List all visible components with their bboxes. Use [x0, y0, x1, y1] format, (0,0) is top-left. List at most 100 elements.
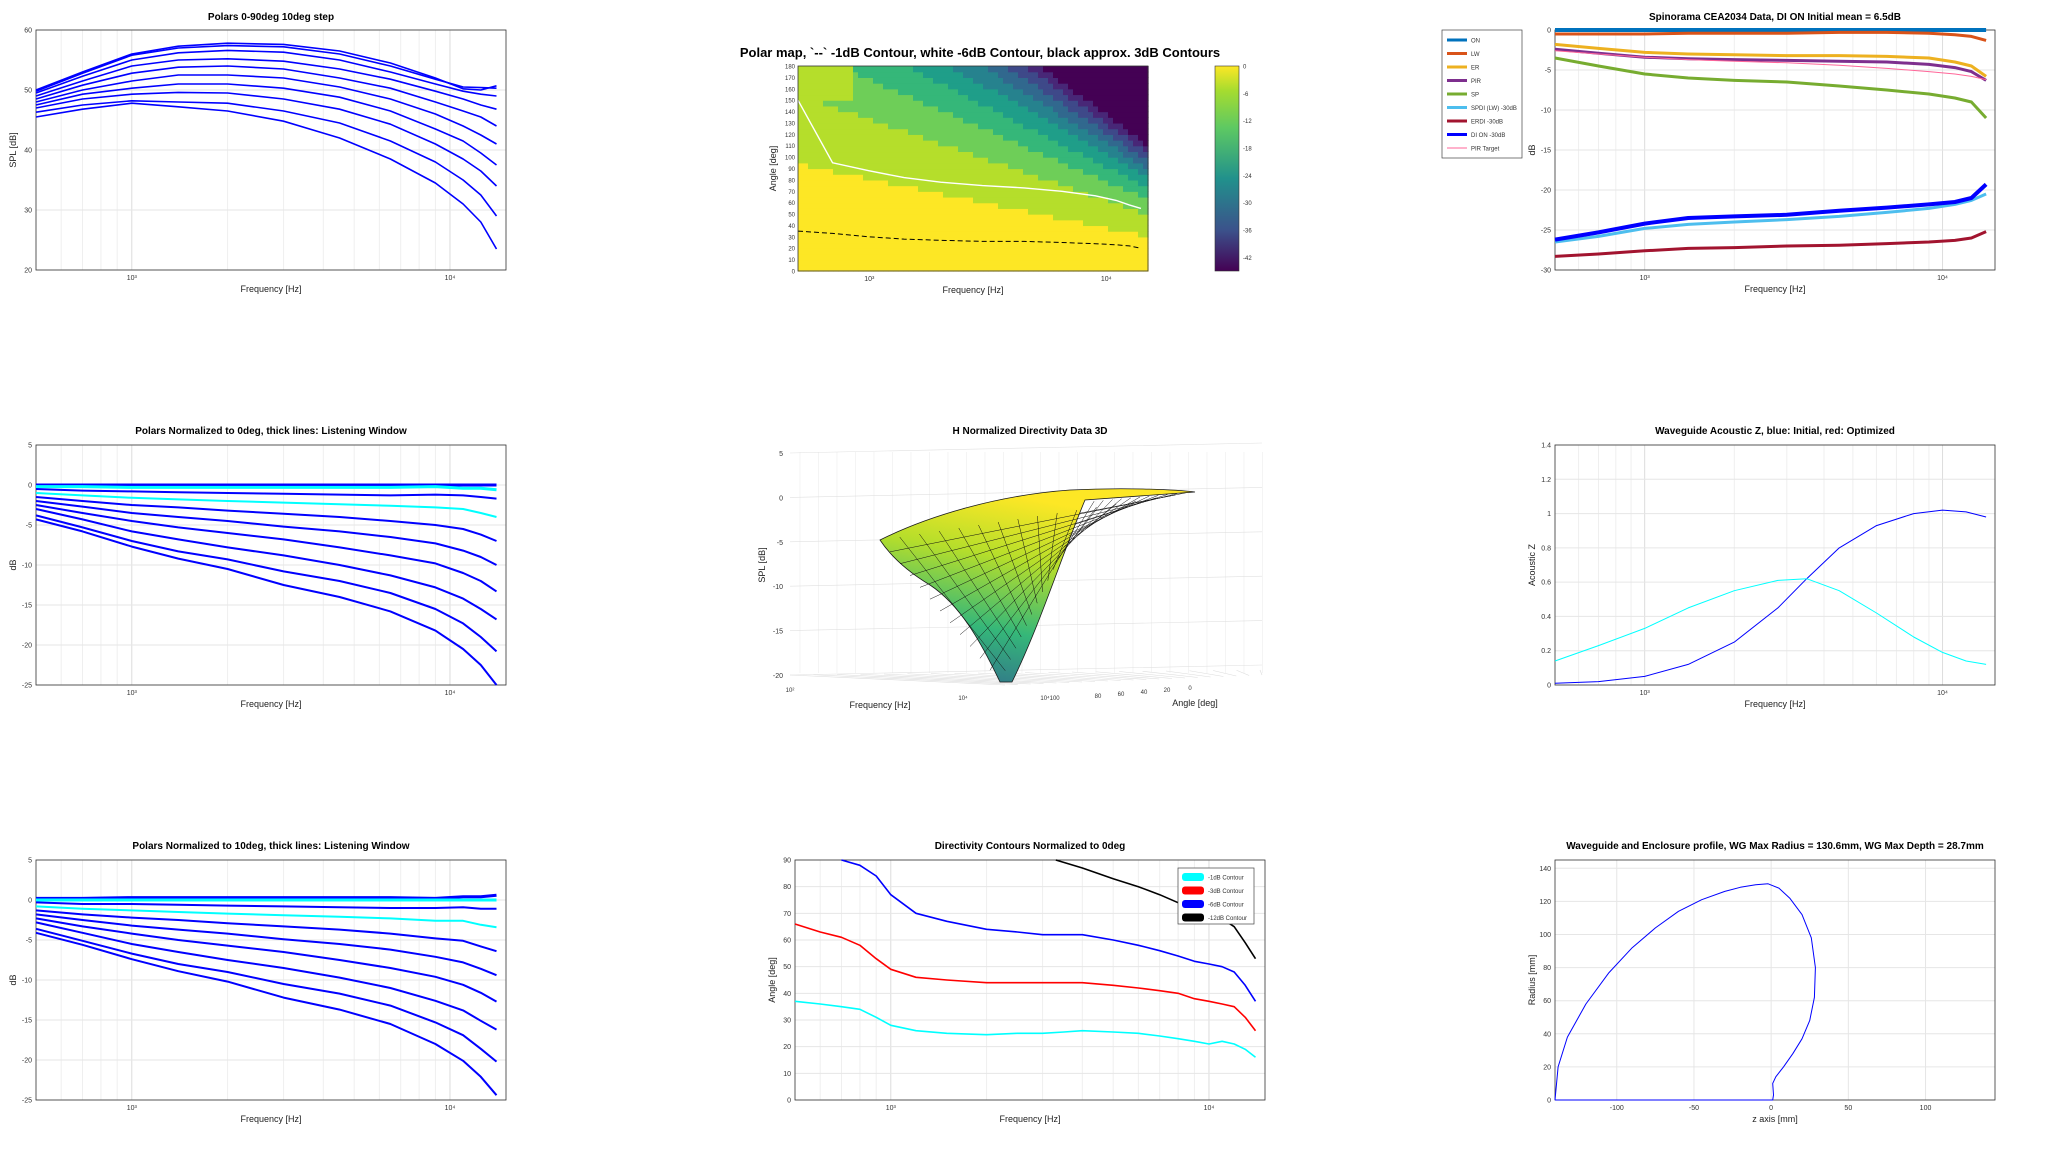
- y-tick-label: -25: [22, 683, 32, 690]
- heatmap-cell: [928, 214, 934, 221]
- heatmap-cell: [1078, 231, 1084, 238]
- heatmap-cell: [1143, 162, 1149, 170]
- heatmap-cell: [1083, 259, 1089, 266]
- heatmap-cell: [883, 140, 889, 147]
- heatmap-cell: [1058, 100, 1064, 107]
- heatmap-cell: [933, 248, 939, 255]
- heatmap-cell: [968, 105, 974, 113]
- heatmap-cell: [1053, 231, 1059, 238]
- heatmap-cell: [888, 66, 894, 73]
- heatmap-cell: [1068, 145, 1074, 153]
- heatmap-cell: [1058, 219, 1064, 227]
- heatmap-cell: [1058, 134, 1064, 141]
- heatmap-cell: [1118, 185, 1124, 192]
- heatmap-cell: [1063, 174, 1069, 181]
- heatmap-cell: [873, 225, 879, 232]
- x-tick-label: 100: [1920, 1105, 1932, 1112]
- heatmap-cell: [958, 151, 964, 158]
- heatmap-cell: [1093, 140, 1099, 147]
- heatmap-cell: [968, 208, 974, 215]
- heatmap-cell: [1008, 174, 1014, 181]
- heatmap-cell: [868, 259, 874, 266]
- heatmap-cell: [1008, 253, 1014, 261]
- heatmap-cell: [993, 174, 999, 181]
- heatmap-cell: [818, 179, 824, 187]
- heatmap-cell: [988, 265, 994, 272]
- heatmap-cell: [823, 83, 829, 90]
- heatmap-cell: [1043, 214, 1049, 221]
- colorbar-tick-label: -24: [1243, 174, 1252, 180]
- heatmap-cell: [1058, 157, 1064, 164]
- heatmap-cell: [953, 259, 959, 266]
- heatmap-cell: [963, 105, 969, 113]
- heatmap-cell: [1123, 157, 1129, 164]
- heatmap-cell: [808, 71, 814, 78]
- heatmap-cell: [1128, 231, 1134, 238]
- heatmap-cell: [1063, 219, 1069, 227]
- heatmap-cell: [993, 225, 999, 232]
- heatmap-cell: [828, 128, 834, 135]
- heatmap-cell: [918, 157, 924, 164]
- floor-grid: [1165, 670, 1211, 678]
- heatmap-cell: [898, 151, 904, 158]
- heatmap-cell: [933, 219, 939, 227]
- heatmap-cell: [1138, 94, 1144, 101]
- heatmap-cell: [1063, 145, 1069, 153]
- heatmap-cell: [1023, 151, 1029, 158]
- heatmap-cell: [858, 242, 864, 249]
- heatmap-cell: [873, 140, 879, 147]
- heatmap-cell: [918, 259, 924, 266]
- heatmap-cell: [1048, 83, 1054, 90]
- heatmap-cell: [848, 162, 854, 170]
- heatmap-cell: [1058, 253, 1064, 261]
- heatmap-cell: [903, 208, 909, 215]
- heatmap-cell: [1038, 66, 1044, 73]
- heatmap-cell: [953, 253, 959, 261]
- heatmap-cell: [968, 242, 974, 249]
- heatmap-cell: [1013, 265, 1019, 272]
- heatmap-cell: [1113, 157, 1119, 164]
- heatmap-cell: [1003, 236, 1009, 244]
- heatmap-cell: [933, 151, 939, 158]
- heatmap-cell: [963, 225, 969, 232]
- heatmap-cell: [1058, 214, 1064, 221]
- heatmap-cell: [1133, 128, 1139, 135]
- heatmap-cell: [838, 242, 844, 249]
- heatmap-cell: [933, 162, 939, 170]
- heatmap-cell: [993, 248, 999, 255]
- heatmap-cell: [803, 77, 809, 84]
- heatmap-cell: [918, 105, 924, 113]
- heatmap-cell: [1098, 122, 1104, 130]
- heatmap-cell: [953, 248, 959, 255]
- heatmap-cell: [958, 219, 964, 227]
- y-tick-label: -15: [22, 603, 32, 610]
- heatmap-cell: [938, 265, 944, 272]
- heatmap-cell: [1038, 248, 1044, 255]
- heatmap-cell: [798, 157, 804, 164]
- heatmap-cell: [963, 196, 969, 204]
- heatmap-cell: [878, 196, 884, 204]
- heatmap-cell: [868, 162, 874, 170]
- heatmap-cell: [963, 168, 969, 175]
- heatmap-cell: [848, 88, 854, 96]
- heatmap-cell: [1143, 219, 1149, 227]
- heatmap-cell: [933, 88, 939, 96]
- y-tick-label: 150: [785, 99, 796, 105]
- heatmap-cell: [898, 202, 904, 209]
- heatmap-cell: [1138, 157, 1144, 164]
- heatmap-cell: [1128, 191, 1134, 198]
- heatmap-cell: [838, 253, 844, 261]
- heatmap-cell: [958, 140, 964, 147]
- heatmap-cell: [1108, 168, 1114, 175]
- heatmap-cell: [798, 202, 804, 209]
- heatmap-cell: [1093, 94, 1099, 101]
- heatmap-cell: [968, 259, 974, 266]
- heatmap-cell: [963, 100, 969, 107]
- series-group-p7: [35, 893, 498, 1096]
- heatmap-cell: [1098, 117, 1104, 124]
- heatmap-cell: [1068, 174, 1074, 181]
- heatmap-cell: [903, 214, 909, 221]
- heatmap-cell: [1023, 259, 1029, 266]
- heatmap-cell: [878, 214, 884, 221]
- heatmap-cell: [958, 122, 964, 130]
